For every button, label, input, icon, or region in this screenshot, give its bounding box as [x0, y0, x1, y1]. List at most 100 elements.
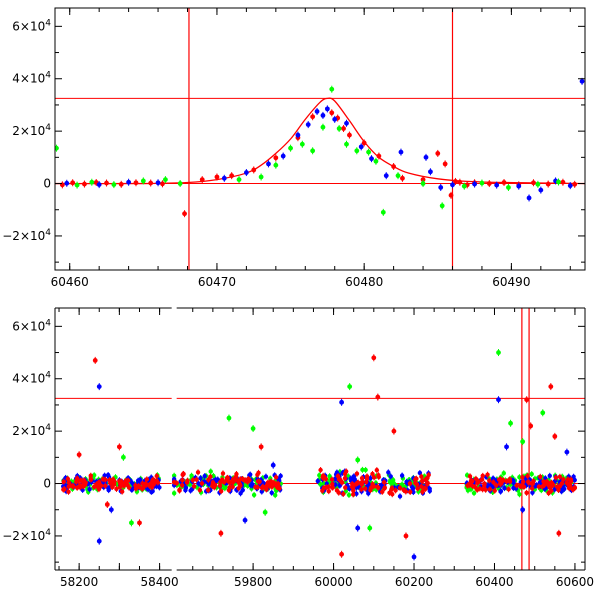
data-point-blue [344, 120, 349, 126]
data-point-blue [87, 487, 92, 492]
data-point-red [230, 484, 235, 490]
data-point-blue [145, 487, 151, 492]
data-point-blue [383, 173, 389, 179]
data-point-red [66, 489, 71, 494]
data-point-red [407, 489, 413, 495]
data-point-red [413, 480, 418, 486]
data-point-green [540, 410, 546, 416]
data-point-red [253, 484, 258, 490]
data-point-red [104, 502, 110, 507]
data-point-red [415, 486, 420, 491]
data-point-red [482, 481, 487, 486]
data-point-blue [332, 116, 338, 122]
data-point-red [520, 474, 525, 480]
data-point-red [486, 181, 492, 186]
data-point-green [529, 471, 534, 477]
data-point-red [413, 477, 418, 482]
data-point-red [258, 444, 264, 450]
data-point-red [218, 530, 224, 536]
data-point-red [147, 483, 152, 489]
data-point-red [133, 180, 139, 186]
data-point-blue [386, 470, 391, 475]
data-point-red [117, 484, 123, 490]
data-point-red [391, 164, 397, 169]
data-point-blue [250, 482, 255, 487]
data-point-red [329, 110, 335, 116]
plot-area [55, 8, 585, 270]
data-point-red [179, 483, 185, 488]
x-tick-label: 59800 [234, 575, 272, 589]
data-point-blue [205, 480, 211, 486]
data-point-blue [366, 491, 371, 496]
data-point-red [362, 486, 368, 491]
data-point-green [346, 492, 352, 498]
data-point-green [250, 426, 256, 431]
data-point-green [520, 439, 526, 445]
y-tick-label-base: 4×10 [12, 372, 45, 386]
data-point-red [520, 479, 526, 484]
data-point-red [251, 167, 257, 173]
data-point-red [381, 480, 387, 485]
data-point-red [210, 483, 215, 489]
data-point-green [380, 209, 386, 215]
data-point-blue [150, 488, 155, 494]
data-point-blue [269, 490, 274, 495]
data-point-red [259, 485, 265, 491]
data-point-blue [547, 473, 552, 478]
data-point-blue [450, 182, 455, 188]
data-point-green [251, 492, 257, 498]
data-point-red [435, 151, 441, 156]
data-point-red [218, 479, 223, 485]
data-point-red [382, 486, 387, 491]
data-point-red [491, 480, 496, 485]
y-tick-label: 4×104 [12, 371, 51, 386]
data-point-green [317, 473, 322, 478]
data-point-red [144, 477, 150, 482]
data-point-red [220, 471, 226, 476]
data-point-green [329, 86, 335, 92]
data-point-blue [320, 113, 326, 118]
data-point-green [347, 384, 353, 389]
x-tick-label: 60490 [492, 275, 530, 289]
data-point-blue [358, 144, 364, 150]
data-point-red [336, 490, 341, 495]
data-point-red [190, 477, 196, 483]
data-point-green [363, 467, 368, 473]
data-point-red [224, 475, 230, 481]
data-point-red [321, 476, 326, 481]
y-tick-label: 6×104 [12, 18, 51, 33]
data-point-red [199, 177, 205, 183]
y-tick-label-base: −2×10 [2, 529, 45, 543]
data-point-red [547, 485, 553, 491]
data-point-red [237, 481, 242, 487]
data-point-red [376, 153, 382, 159]
y-tick-label-base: 6×10 [12, 319, 45, 333]
data-point-green [258, 174, 264, 180]
x-tick-label: 60200 [395, 575, 433, 589]
data-point-red [88, 476, 94, 482]
data-point-red [389, 487, 394, 492]
x-tick-label: 60000 [314, 575, 352, 589]
data-point-red [492, 488, 497, 493]
data-point-red [546, 490, 551, 496]
data-point-red [425, 482, 430, 487]
data-point-green [288, 145, 293, 151]
data-point-green [222, 486, 228, 491]
data-point-red [62, 486, 67, 492]
data-point-green [366, 149, 371, 155]
data-point-red [343, 469, 349, 474]
data-point-blue [438, 185, 444, 190]
data-point-red [397, 485, 403, 491]
x-tick-label: 60460 [51, 275, 89, 289]
data-point-blue [564, 449, 570, 455]
data-point-red [545, 181, 551, 187]
data-point-red [353, 482, 359, 487]
y-tick-label-base: 2×10 [12, 424, 45, 438]
data-point-red [330, 482, 335, 487]
data-point-green [74, 182, 80, 188]
data-point-green [163, 177, 168, 183]
data-point-red [341, 126, 346, 131]
data-point-red [376, 473, 381, 478]
data-point-red [524, 490, 529, 496]
data-point-red [194, 477, 199, 482]
